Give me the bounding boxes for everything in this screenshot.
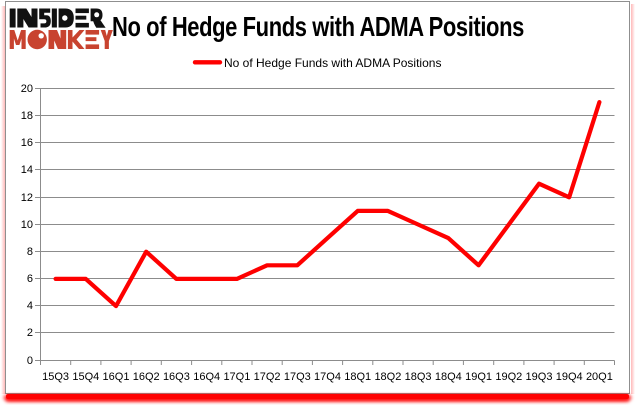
svg-text:17Q4: 17Q4 <box>314 371 341 383</box>
svg-text:18: 18 <box>21 110 33 122</box>
svg-text:19Q3: 19Q3 <box>526 371 553 383</box>
svg-text:19Q2: 19Q2 <box>495 371 522 383</box>
svg-text:14: 14 <box>21 164 33 176</box>
svg-text:20: 20 <box>21 83 33 95</box>
svg-text:0: 0 <box>27 355 33 367</box>
svg-text:18Q3: 18Q3 <box>405 371 432 383</box>
svg-text:17Q1: 17Q1 <box>223 371 250 383</box>
svg-text:19Q4: 19Q4 <box>556 371 583 383</box>
svg-text:10: 10 <box>21 219 33 231</box>
svg-text:16Q3: 16Q3 <box>163 371 190 383</box>
svg-text:12: 12 <box>21 192 33 204</box>
svg-text:16Q1: 16Q1 <box>103 371 130 383</box>
svg-text:18Q2: 18Q2 <box>374 371 401 383</box>
svg-text:20Q1: 20Q1 <box>586 371 613 383</box>
svg-text:16Q2: 16Q2 <box>133 371 160 383</box>
svg-text:6: 6 <box>27 273 33 285</box>
svg-text:4: 4 <box>27 300 33 312</box>
svg-text:16: 16 <box>21 137 33 149</box>
svg-text:17Q2: 17Q2 <box>254 371 281 383</box>
svg-text:15Q4: 15Q4 <box>72 371 99 383</box>
svg-text:2: 2 <box>27 327 33 339</box>
svg-text:8: 8 <box>27 246 33 258</box>
svg-text:19Q1: 19Q1 <box>465 371 492 383</box>
svg-text:15Q3: 15Q3 <box>42 371 69 383</box>
svg-text:18Q4: 18Q4 <box>435 371 462 383</box>
svg-text:16Q4: 16Q4 <box>193 371 220 383</box>
svg-text:17Q3: 17Q3 <box>284 371 311 383</box>
svg-text:18Q1: 18Q1 <box>344 371 371 383</box>
